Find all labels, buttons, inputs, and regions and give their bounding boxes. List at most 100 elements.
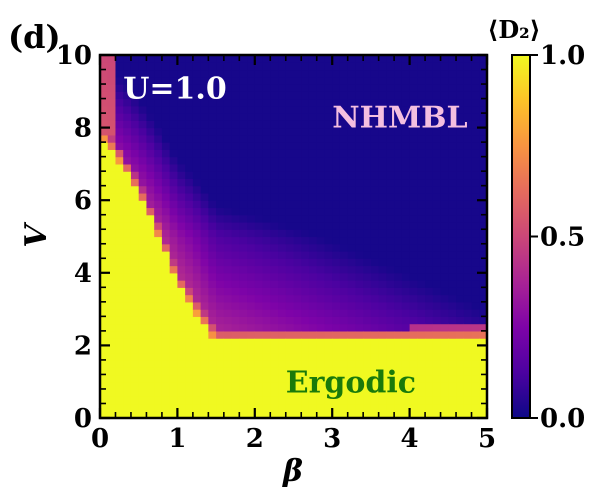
heatmap-cell bbox=[425, 265, 434, 274]
heatmap-cell bbox=[417, 323, 426, 332]
heatmap-cell bbox=[208, 221, 217, 230]
heatmap-cell bbox=[154, 374, 163, 383]
heatmap-cell bbox=[130, 98, 140, 107]
heatmap-cell bbox=[386, 258, 395, 267]
heatmap-cell bbox=[216, 381, 225, 390]
heatmap-cell bbox=[177, 127, 186, 136]
heatmap-cell bbox=[370, 410, 380, 418]
heatmap-cell bbox=[100, 120, 109, 129]
heatmap-cell bbox=[308, 55, 318, 63]
heatmap-cell bbox=[456, 301, 465, 310]
heatmap-cell bbox=[270, 374, 279, 383]
heatmap-cell bbox=[154, 229, 163, 238]
heatmap-cell bbox=[347, 258, 357, 267]
heatmap-cell bbox=[278, 120, 287, 129]
heatmap-cell bbox=[448, 359, 457, 368]
heatmap-cell bbox=[316, 381, 326, 390]
heatmap-cell bbox=[440, 171, 449, 180]
heatmap-cell bbox=[440, 403, 449, 412]
heatmap-cell bbox=[285, 345, 295, 354]
heatmap-cell bbox=[247, 171, 256, 180]
heatmap-cell bbox=[409, 214, 418, 223]
heatmap-cell bbox=[278, 388, 287, 397]
heatmap-cell bbox=[262, 76, 271, 85]
heatmap-cell bbox=[200, 381, 209, 390]
heatmap-cell bbox=[200, 359, 209, 368]
heatmap-cell bbox=[378, 323, 387, 332]
heatmap-cell bbox=[270, 396, 279, 405]
heatmap-cell bbox=[363, 359, 372, 368]
heatmap-cell bbox=[463, 229, 473, 238]
heatmap-cell bbox=[363, 214, 372, 223]
heatmap-cell bbox=[378, 330, 387, 339]
heatmap-cell bbox=[471, 91, 480, 100]
heatmap-cell bbox=[169, 301, 178, 310]
heatmap-cell bbox=[324, 200, 333, 209]
heatmap-cell bbox=[278, 403, 287, 412]
heatmap-cell bbox=[347, 323, 357, 332]
heatmap-cell bbox=[378, 105, 387, 114]
heatmap-cell bbox=[161, 84, 171, 92]
heatmap-cell bbox=[161, 142, 171, 150]
heatmap-cell bbox=[208, 105, 217, 114]
heatmap-cell bbox=[130, 120, 140, 129]
heatmap-cell bbox=[278, 185, 287, 194]
x-tick-label: 2 bbox=[246, 424, 264, 454]
heatmap-cell bbox=[363, 200, 372, 209]
heatmap-cell bbox=[169, 207, 178, 216]
heatmap-cell bbox=[339, 84, 349, 92]
heatmap-cell bbox=[471, 403, 480, 412]
heatmap-cell bbox=[463, 62, 473, 71]
heatmap-cell bbox=[239, 214, 248, 223]
heatmap-cell bbox=[216, 410, 225, 418]
heatmap-cell bbox=[324, 381, 333, 390]
heatmap-cell bbox=[440, 163, 449, 172]
heatmap-cell bbox=[471, 113, 480, 121]
heatmap-cell bbox=[332, 185, 341, 194]
heatmap-cell bbox=[223, 69, 233, 78]
heatmap-cell bbox=[363, 69, 372, 78]
heatmap-cell bbox=[247, 55, 256, 63]
heatmap-cell bbox=[100, 330, 109, 339]
heatmap-cell bbox=[386, 251, 395, 259]
heatmap-cell bbox=[401, 185, 411, 194]
heatmap-cell bbox=[440, 156, 449, 165]
heatmap-cell bbox=[378, 221, 387, 230]
heatmap-cell bbox=[332, 156, 341, 165]
heatmap-cell bbox=[100, 352, 109, 361]
heatmap-cell bbox=[479, 127, 487, 136]
heatmap-cell bbox=[363, 76, 372, 85]
heatmap-cell bbox=[185, 236, 194, 245]
heatmap-cell bbox=[161, 134, 171, 143]
heatmap-cell bbox=[223, 127, 233, 136]
heatmap-cell bbox=[123, 403, 132, 412]
heatmap-cell bbox=[363, 330, 372, 339]
heatmap-cell bbox=[355, 243, 364, 252]
heatmap-cell bbox=[154, 185, 163, 194]
heatmap-cell bbox=[409, 388, 418, 397]
heatmap-cell bbox=[216, 229, 225, 238]
heatmap-cell bbox=[425, 127, 434, 136]
heatmap-cell bbox=[154, 62, 163, 71]
heatmap-cell bbox=[254, 294, 264, 303]
heatmap-cell bbox=[409, 62, 418, 71]
heatmap-cell bbox=[363, 84, 372, 92]
heatmap-cell bbox=[138, 91, 148, 100]
heatmap-cell bbox=[339, 192, 349, 201]
heatmap-cell bbox=[223, 214, 233, 223]
heatmap-cell bbox=[417, 69, 426, 78]
heatmap-cell bbox=[401, 309, 411, 317]
heatmap-cell bbox=[301, 359, 310, 368]
heatmap-cell bbox=[432, 330, 442, 339]
heatmap-cell bbox=[339, 156, 349, 165]
heatmap-cell bbox=[278, 229, 287, 238]
heatmap-cell bbox=[270, 62, 279, 71]
heatmap-cell bbox=[231, 287, 240, 296]
heatmap-cell bbox=[471, 410, 480, 418]
heatmap-cell bbox=[479, 84, 487, 92]
heatmap-cell bbox=[308, 294, 318, 303]
heatmap-cell bbox=[208, 163, 217, 172]
heatmap-cell bbox=[471, 120, 480, 129]
heatmap-cell bbox=[115, 229, 124, 238]
heatmap-cell bbox=[308, 388, 318, 397]
